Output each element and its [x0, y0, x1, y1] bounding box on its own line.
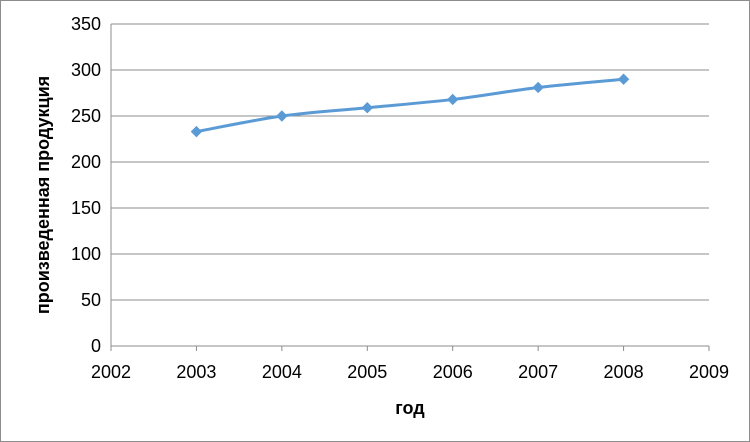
y-tick-label: 200	[71, 152, 101, 172]
x-tick-label: 2002	[91, 362, 131, 382]
y-axis-title: произведенная продукция	[33, 76, 53, 314]
x-tick-label: 2003	[176, 362, 216, 382]
series-line	[196, 77, 624, 134]
x-tick-label: 2008	[604, 362, 644, 382]
data-point	[532, 81, 544, 94]
x-tick-label: 2009	[689, 362, 729, 382]
data-point	[447, 93, 459, 106]
y-tick-label: 250	[71, 106, 101, 126]
x-tick-labels: 2002 2003 2004 2005 2006 2007 2008 2009	[91, 362, 729, 382]
y-tick-label: 300	[71, 60, 101, 80]
x-tick-label: 2005	[347, 362, 387, 382]
data-point	[361, 102, 373, 114]
x-tick-label: 2004	[262, 362, 302, 382]
y-tick-label: 150	[71, 198, 101, 218]
data-point	[190, 125, 203, 138]
x-axis-title: год	[395, 398, 425, 418]
y-tick-label: 0	[91, 336, 101, 356]
y-tick-label: 100	[71, 244, 101, 264]
x-tick-label: 2006	[433, 362, 473, 382]
y-tick-label: 50	[81, 290, 101, 310]
x-tick-label: 2007	[518, 362, 558, 382]
gridlines	[111, 23, 709, 301]
series-layer	[190, 73, 630, 138]
y-tick-label: 350	[71, 14, 101, 34]
data-point	[617, 73, 630, 85]
data-point	[276, 110, 288, 122]
axes	[110, 24, 710, 351]
y-tick-labels: 0 50 100 150 200 250 300 350	[71, 14, 101, 356]
